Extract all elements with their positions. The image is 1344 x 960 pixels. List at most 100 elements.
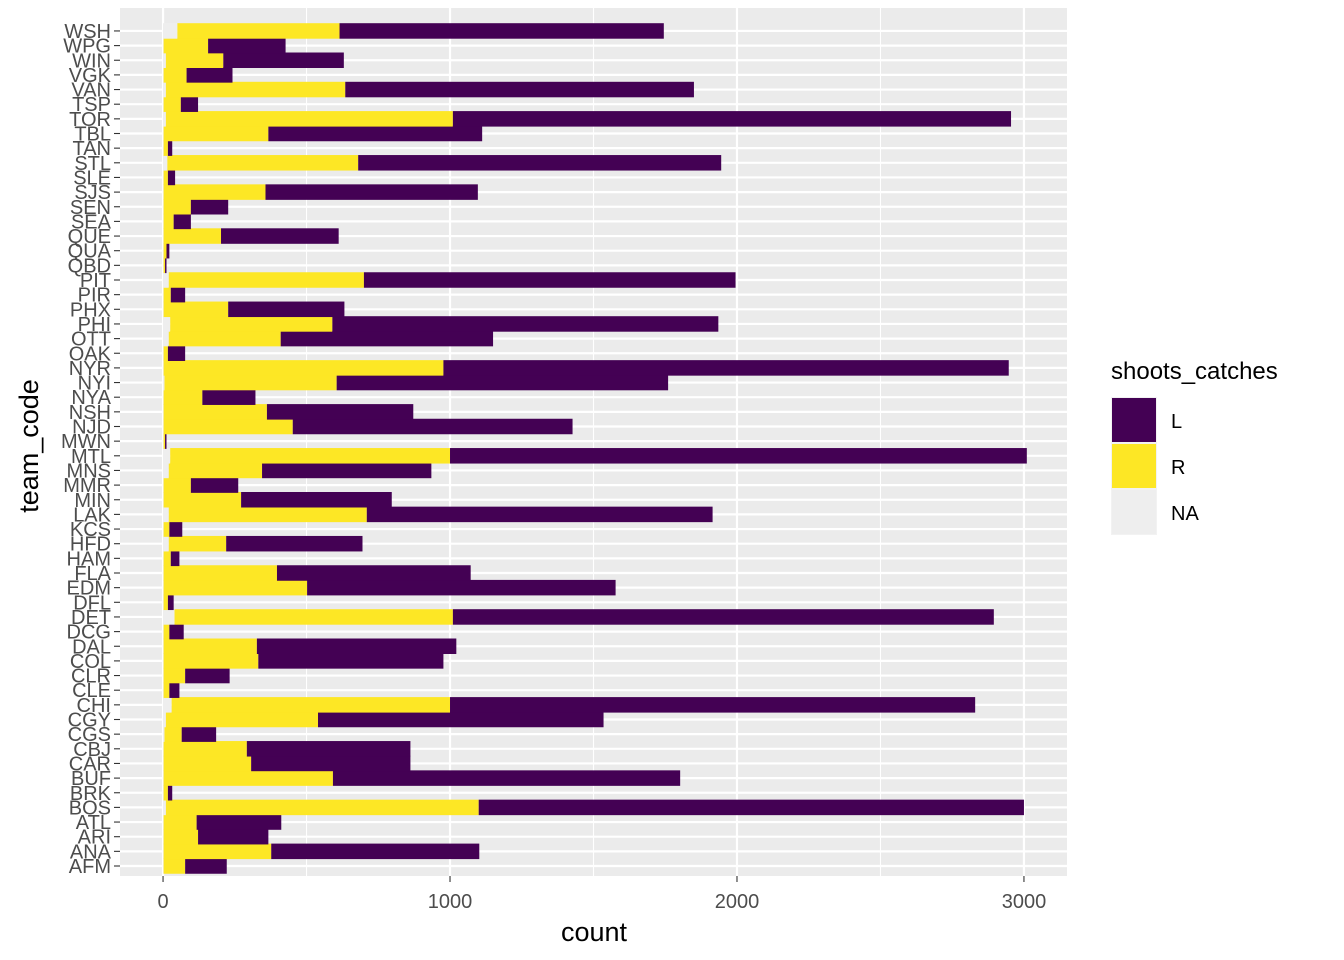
bar-cgy-l bbox=[318, 711, 604, 728]
bar-ott-na bbox=[163, 330, 169, 347]
bar-edm-l bbox=[307, 579, 616, 596]
legend: shoots_catches L R NA bbox=[1111, 358, 1278, 535]
bar-mtl-na bbox=[163, 448, 171, 464]
bar-wpg-r bbox=[163, 37, 209, 54]
bar-qbd-r bbox=[163, 257, 166, 274]
bar-car-r bbox=[163, 755, 252, 772]
y-tick-label: AFM bbox=[69, 856, 111, 878]
y-axis-ticks: AFMANAARIATLBOSBRKBUFCARCBJCGSCGYCHICLEC… bbox=[61, 21, 120, 878]
bar-tan-r bbox=[163, 140, 168, 156]
y-tick-label: NSH bbox=[69, 402, 111, 424]
bar-tan-l bbox=[167, 140, 173, 156]
bar-car-l bbox=[251, 755, 411, 772]
y-tick-label: DFL bbox=[73, 592, 111, 614]
bar-lak-r bbox=[168, 506, 367, 523]
y-tick-label: DET bbox=[71, 607, 111, 629]
bar-ana-l bbox=[271, 843, 480, 860]
y-axis-title: team_code bbox=[14, 379, 44, 513]
legend-swatch-r bbox=[1112, 444, 1156, 488]
bar-pit-na bbox=[163, 272, 169, 288]
bar-sle-l bbox=[167, 169, 176, 186]
y-tick-label: CBJ bbox=[73, 739, 111, 761]
bar-qbd-na bbox=[163, 257, 164, 274]
bar-kcs-r bbox=[163, 521, 170, 537]
y-tick-label: QUE bbox=[68, 226, 111, 248]
y-tick-label: CAR bbox=[69, 753, 111, 775]
bar-ari-na bbox=[163, 828, 164, 845]
bar-brk-na bbox=[163, 785, 164, 801]
bar-tsp-r bbox=[163, 96, 181, 112]
bar-oak-r bbox=[163, 345, 168, 361]
y-tick-label: TSP bbox=[72, 94, 111, 116]
bar-ott-l bbox=[280, 330, 494, 347]
bar-pit-r bbox=[168, 272, 364, 288]
bar-afm-l bbox=[185, 858, 227, 874]
bar-njd-l bbox=[292, 418, 573, 435]
bar-sea-na bbox=[163, 213, 164, 230]
bar-cgs-na bbox=[163, 726, 165, 742]
bar-min-l bbox=[241, 492, 392, 508]
bar-tsp-na bbox=[163, 96, 164, 112]
bar-hfd-na bbox=[163, 535, 169, 552]
bar-nya-l bbox=[202, 389, 256, 405]
bar-cgs-r bbox=[164, 726, 182, 742]
bar-wsh-l bbox=[339, 23, 664, 39]
y-tick-label: OAK bbox=[69, 343, 112, 365]
y-tick-label: EDM bbox=[67, 578, 111, 600]
bar-ott-r bbox=[168, 330, 281, 347]
bar-pit-l bbox=[363, 272, 736, 288]
y-tick-label: SEN bbox=[70, 197, 111, 219]
bar-tan-na bbox=[163, 140, 164, 156]
y-tick-label: ATL bbox=[76, 812, 111, 834]
bar-nsh-r bbox=[163, 404, 267, 420]
x-tick-label: 3000 bbox=[1002, 891, 1047, 913]
y-tick-label: LAK bbox=[73, 504, 111, 526]
bar-car-na bbox=[163, 755, 164, 772]
bar-dal-na bbox=[163, 638, 164, 654]
bar-min-na bbox=[163, 492, 164, 508]
bar-nyi-r bbox=[164, 374, 337, 391]
x-tick-label: 1000 bbox=[428, 891, 473, 913]
y-tick-label: BOS bbox=[69, 797, 111, 819]
bar-sen-r bbox=[163, 199, 191, 215]
bar-edm-na bbox=[163, 579, 164, 596]
bar-nsh-na bbox=[163, 404, 164, 420]
y-tick-label: WPG bbox=[63, 36, 111, 58]
x-tick-label: 0 bbox=[157, 891, 168, 913]
y-tick-label: SEA bbox=[71, 211, 112, 233]
y-tick-label: MTL bbox=[71, 446, 111, 468]
bar-vgk-r bbox=[163, 67, 187, 83]
bar-dfl-na bbox=[163, 594, 164, 611]
y-tick-label: NYA bbox=[71, 387, 111, 409]
bar-cgy-r bbox=[165, 711, 319, 728]
bar-dfl-l bbox=[167, 594, 174, 611]
bar-dal-l bbox=[256, 638, 457, 654]
bar-nyi-na bbox=[163, 374, 165, 391]
bar-phi-l bbox=[332, 316, 719, 332]
bar-lak-l bbox=[366, 506, 713, 523]
bar-dcg-l bbox=[169, 623, 184, 640]
bar-sle-na bbox=[163, 169, 164, 186]
y-tick-label: SLE bbox=[73, 167, 111, 189]
bar-mns-r bbox=[168, 462, 263, 479]
bar-mns-l bbox=[262, 462, 432, 479]
y-tick-label: HFD bbox=[70, 534, 111, 556]
y-tick-label: CHI bbox=[77, 695, 111, 717]
y-tick-label: DCG bbox=[67, 622, 111, 644]
bar-clr-na bbox=[163, 667, 164, 684]
y-tick-label: CLR bbox=[71, 666, 111, 688]
bar-col-na bbox=[163, 653, 164, 669]
bar-sjs-r bbox=[163, 184, 266, 200]
y-tick-label: PHX bbox=[70, 299, 111, 321]
y-tick-label: TAN bbox=[72, 138, 111, 160]
bar-buf-l bbox=[332, 770, 681, 786]
bar-nyi-l bbox=[336, 374, 669, 391]
bar-det-na bbox=[163, 609, 175, 625]
y-tick-label: BRK bbox=[70, 783, 112, 805]
bar-tor-r bbox=[165, 111, 453, 127]
legend-swatch-l bbox=[1112, 398, 1156, 442]
bar-ham-na bbox=[163, 550, 164, 567]
y-tick-label: PHI bbox=[78, 314, 111, 336]
bar-van-r bbox=[165, 81, 346, 98]
bar-tsp-l bbox=[180, 96, 199, 112]
